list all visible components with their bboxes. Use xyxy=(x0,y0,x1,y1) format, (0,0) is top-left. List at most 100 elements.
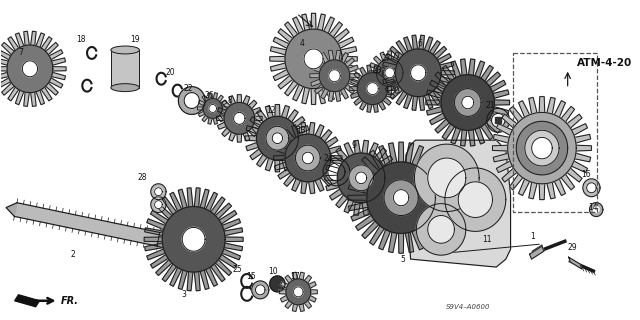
Text: 7: 7 xyxy=(18,48,23,57)
Polygon shape xyxy=(394,190,409,206)
Text: 22: 22 xyxy=(183,84,193,93)
Polygon shape xyxy=(406,140,511,267)
Polygon shape xyxy=(454,89,481,116)
Polygon shape xyxy=(583,179,600,197)
Polygon shape xyxy=(349,165,374,191)
Text: 5: 5 xyxy=(401,255,406,264)
Polygon shape xyxy=(296,145,320,171)
Text: 28: 28 xyxy=(138,173,147,182)
Polygon shape xyxy=(270,276,285,292)
Polygon shape xyxy=(151,197,166,212)
Polygon shape xyxy=(492,113,505,127)
Text: 9: 9 xyxy=(351,140,356,150)
Polygon shape xyxy=(508,112,576,184)
Polygon shape xyxy=(319,60,349,92)
Polygon shape xyxy=(6,203,17,216)
Polygon shape xyxy=(323,158,349,186)
Polygon shape xyxy=(428,215,454,243)
Polygon shape xyxy=(525,130,559,166)
Bar xyxy=(513,53,597,212)
Polygon shape xyxy=(162,207,225,272)
Text: 1: 1 xyxy=(530,232,535,241)
Polygon shape xyxy=(328,163,345,181)
Polygon shape xyxy=(458,182,492,218)
Polygon shape xyxy=(155,188,162,196)
Text: 19: 19 xyxy=(130,35,140,44)
Polygon shape xyxy=(272,133,282,144)
Polygon shape xyxy=(179,87,205,114)
Polygon shape xyxy=(224,102,255,134)
Polygon shape xyxy=(385,68,394,78)
Polygon shape xyxy=(587,183,596,193)
Text: 18: 18 xyxy=(77,35,86,44)
Polygon shape xyxy=(270,13,357,104)
Polygon shape xyxy=(384,180,418,215)
Polygon shape xyxy=(182,228,205,251)
Polygon shape xyxy=(376,59,403,87)
Text: 3: 3 xyxy=(182,290,186,299)
Text: ATM-4-20: ATM-4-20 xyxy=(577,58,632,68)
Polygon shape xyxy=(428,158,466,198)
Polygon shape xyxy=(348,142,454,253)
Polygon shape xyxy=(294,287,303,297)
Polygon shape xyxy=(325,140,397,215)
Text: 14: 14 xyxy=(589,203,598,212)
Polygon shape xyxy=(495,117,501,123)
Text: 27: 27 xyxy=(381,54,390,63)
Polygon shape xyxy=(367,83,378,95)
Text: 2: 2 xyxy=(70,250,75,259)
Text: 12: 12 xyxy=(266,106,275,115)
Text: FR.: FR. xyxy=(60,296,78,306)
Text: 17: 17 xyxy=(290,272,300,282)
Polygon shape xyxy=(285,29,342,89)
Polygon shape xyxy=(245,105,310,172)
Polygon shape xyxy=(516,121,568,175)
Polygon shape xyxy=(487,108,509,132)
Polygon shape xyxy=(396,49,441,97)
Polygon shape xyxy=(280,272,317,311)
Polygon shape xyxy=(22,61,38,77)
Polygon shape xyxy=(441,75,494,130)
Polygon shape xyxy=(417,204,466,255)
Polygon shape xyxy=(356,172,367,184)
Polygon shape xyxy=(157,230,168,248)
Polygon shape xyxy=(589,203,603,217)
Polygon shape xyxy=(593,207,599,212)
Text: 16: 16 xyxy=(581,170,591,180)
Polygon shape xyxy=(426,59,509,146)
Text: 11: 11 xyxy=(482,235,492,244)
Ellipse shape xyxy=(111,46,140,54)
Polygon shape xyxy=(255,285,265,295)
Polygon shape xyxy=(274,123,342,194)
Polygon shape xyxy=(350,65,396,112)
Polygon shape xyxy=(302,152,314,164)
Polygon shape xyxy=(411,65,426,81)
Polygon shape xyxy=(285,134,331,182)
Polygon shape xyxy=(234,112,245,124)
Polygon shape xyxy=(0,31,66,106)
Text: 4: 4 xyxy=(300,38,305,48)
Polygon shape xyxy=(216,95,262,142)
Polygon shape xyxy=(310,50,359,101)
Text: 29: 29 xyxy=(568,243,577,252)
Text: 23: 23 xyxy=(372,66,382,75)
Polygon shape xyxy=(367,162,435,233)
Polygon shape xyxy=(382,35,454,110)
Polygon shape xyxy=(329,70,340,82)
Polygon shape xyxy=(337,153,385,203)
Polygon shape xyxy=(209,105,216,112)
Polygon shape xyxy=(252,281,269,299)
Polygon shape xyxy=(286,279,310,305)
Text: 15: 15 xyxy=(246,272,255,282)
Polygon shape xyxy=(144,188,243,291)
Polygon shape xyxy=(532,137,552,159)
Polygon shape xyxy=(257,116,298,160)
Polygon shape xyxy=(461,96,474,109)
Polygon shape xyxy=(7,45,52,92)
Polygon shape xyxy=(568,257,582,269)
Polygon shape xyxy=(369,51,410,94)
Polygon shape xyxy=(151,184,166,200)
Polygon shape xyxy=(304,49,323,69)
Text: 6: 6 xyxy=(418,38,422,48)
Text: 8: 8 xyxy=(227,96,232,105)
